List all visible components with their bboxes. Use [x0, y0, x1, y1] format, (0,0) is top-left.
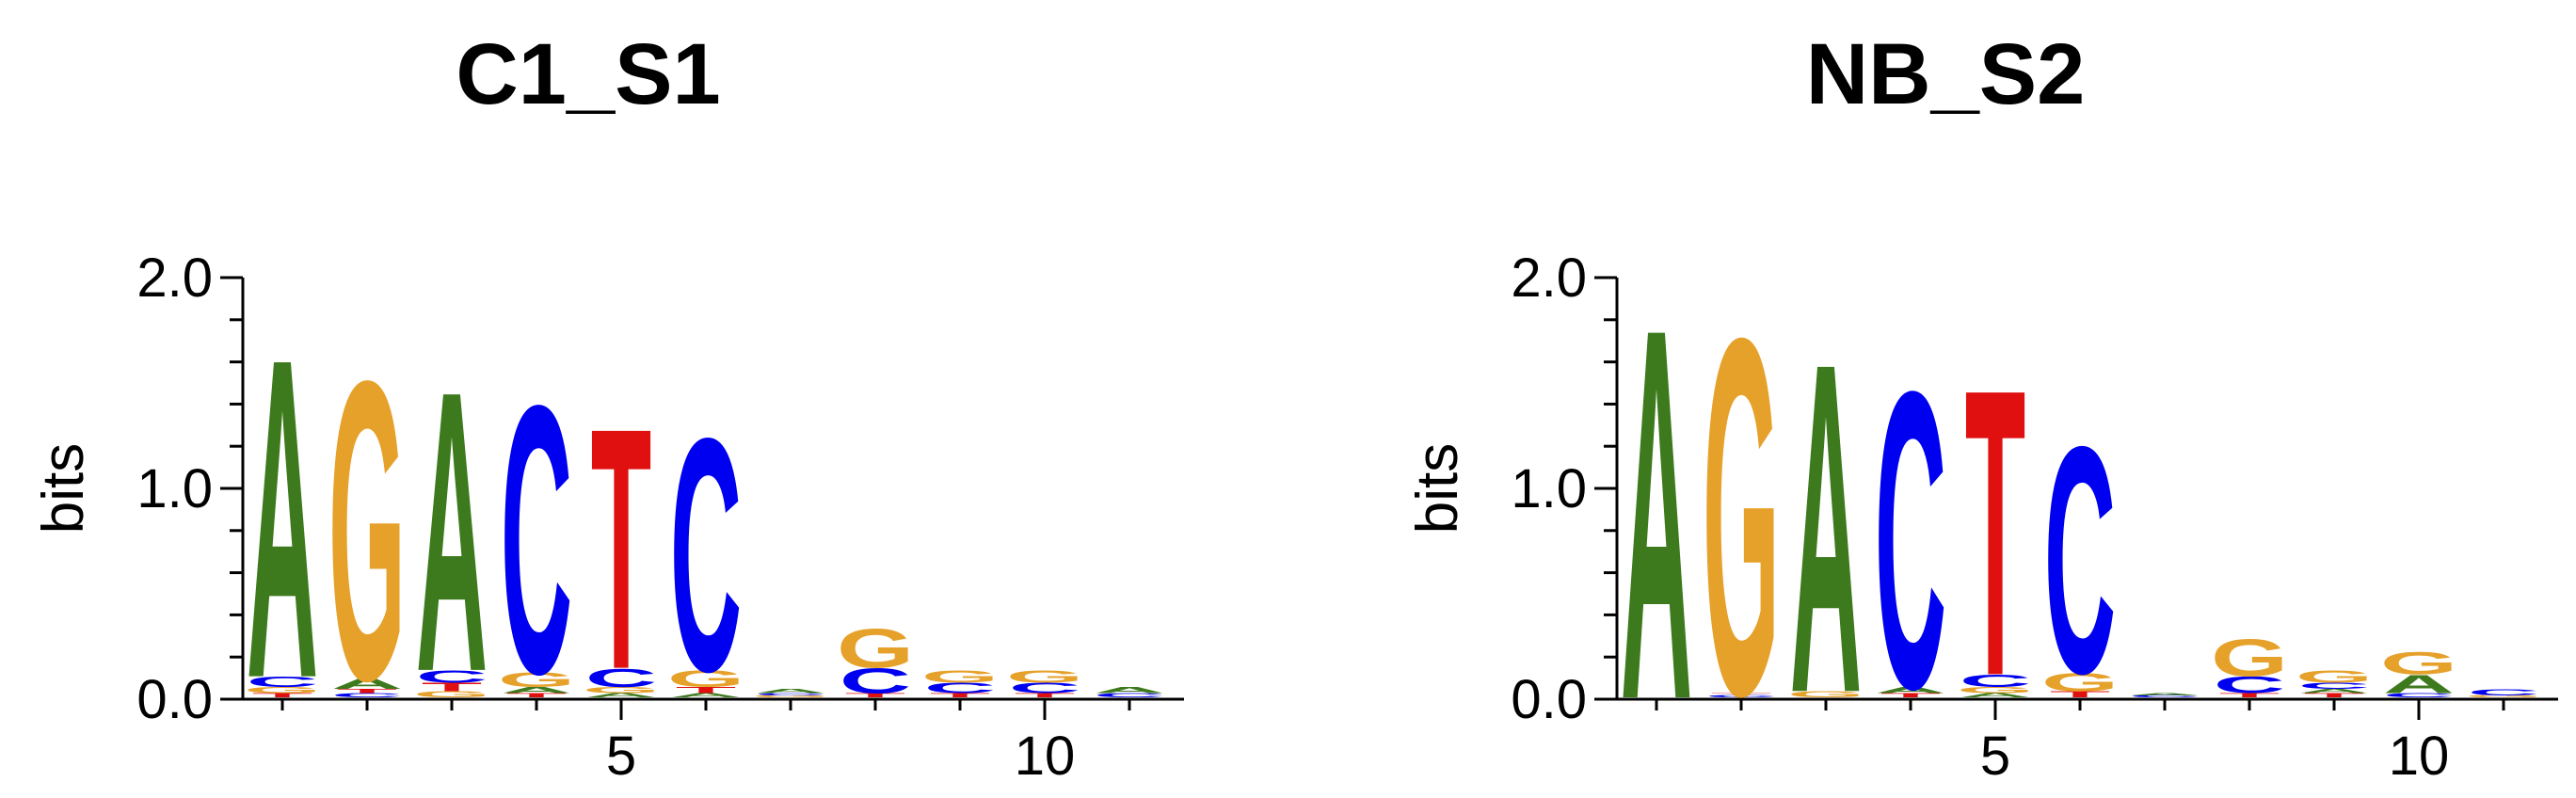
logo-letter-C: C: [1960, 671, 2031, 691]
logo-letter-T: T: [2219, 692, 2280, 698]
logo-letter-C: C: [2044, 379, 2116, 741]
logo-letter-C: C: [1094, 692, 1165, 698]
logo-letter-G: G: [2041, 667, 2119, 696]
logo-letter-T: T: [506, 692, 567, 698]
logo-letter-T: T: [2304, 692, 2364, 698]
logo-letter-C: C: [2298, 681, 2370, 692]
logo-letter-C: C: [670, 370, 742, 741]
logo-letter-T: T: [337, 688, 397, 694]
logo-letter-G: G: [2380, 645, 2457, 681]
y-tick-label: 1.0: [136, 458, 213, 519]
logo-letter-G: G: [752, 694, 829, 698]
logo-letter-C: C: [1875, 305, 1946, 778]
logo-letter-C: C: [755, 693, 826, 696]
x-tick-label: 10: [2389, 726, 2450, 787]
logo-letter-C: C: [2214, 672, 2285, 698]
logo-letter-A: A: [670, 692, 742, 698]
logo-letter-A: A: [2129, 693, 2200, 696]
logo-letter-C: C: [2383, 692, 2455, 698]
logo-letter-G: G: [583, 685, 660, 695]
logo-letter-T: T: [930, 692, 990, 698]
x-tick-label: 10: [1015, 726, 1076, 787]
logo-letter-T: T: [252, 692, 312, 698]
logo-letter-A: A: [585, 692, 657, 698]
logo-letter-G: G: [921, 666, 999, 686]
logo-letter-G: G: [667, 666, 744, 693]
logo-letter-G: G: [2211, 628, 2288, 687]
logo-letter-C: C: [247, 674, 318, 690]
logo-letter-G: G: [1787, 689, 1864, 699]
panel-title: NB_S2: [1806, 26, 2086, 122]
logo-letter-T: T: [1965, 306, 2025, 762]
y-tick-label: 0.0: [1511, 669, 1587, 730]
logo-letter-G: G: [328, 292, 406, 769]
logo-letter-T: T: [676, 685, 736, 695]
logo-letter-C: C: [501, 326, 572, 753]
logo-letter-A: A: [1621, 217, 1692, 798]
logo-letter-G: G: [244, 685, 321, 695]
logo-letter-G: G: [2465, 694, 2542, 698]
logo-letter-A: A: [1094, 685, 1165, 695]
logo-letter-A: A: [755, 688, 826, 694]
logo-letter-G: G: [2296, 666, 2373, 686]
logo-letter-G: G: [498, 668, 575, 691]
logo-letter-C: C: [331, 692, 403, 698]
logo-letter-T: T: [845, 692, 905, 698]
logo-letter-G: G: [1006, 666, 1083, 686]
logo-letter-A: A: [331, 676, 403, 692]
logo-letter-T: T: [1015, 692, 1075, 698]
y-axis-label: bits: [31, 443, 96, 534]
y-tick-label: 2.0: [1511, 247, 1587, 309]
y-tick-label: 0.0: [136, 669, 213, 730]
logo-letter-G: G: [1957, 685, 2034, 695]
x-tick-label: 5: [1980, 726, 2010, 787]
logo-letter-T: T: [591, 357, 651, 742]
logo-letter-T: T: [1880, 692, 1941, 698]
logo-letter-A: A: [416, 307, 488, 755]
logo-letter-A: A: [1790, 265, 1862, 791]
logo-letter-A: A: [247, 264, 318, 774]
panel-title: C1_S1: [456, 26, 720, 122]
logo-letter-C: C: [2129, 694, 2200, 698]
logo-letter-A: A: [1875, 685, 1946, 695]
y-axis-label: bits: [1405, 443, 1470, 534]
logo-letter-G: G: [413, 689, 490, 699]
y-tick-label: 2.0: [136, 247, 213, 309]
logo-letter-T: T: [422, 680, 483, 694]
logo-letter-T: T: [2050, 689, 2110, 699]
logo-letter-A: A: [1960, 692, 2031, 698]
logo-letter-A: A: [2383, 669, 2455, 698]
logo-letter-C: C: [1705, 694, 1777, 698]
y-tick-label: 1.0: [1511, 458, 1587, 519]
logo-letter-G: G: [1703, 232, 1780, 798]
logo-letter-A: A: [501, 685, 572, 695]
logo-letter-C: C: [2468, 687, 2539, 697]
logo-letter-A: A: [2298, 688, 2370, 694]
logo-letter-C: C: [416, 666, 488, 686]
logo-letter-C: C: [585, 663, 657, 693]
logo-letter-C: C: [1009, 679, 1080, 695]
logo-letter-C: C: [924, 679, 996, 695]
x-tick-label: 5: [606, 726, 636, 787]
logo-letter-G: G: [837, 617, 914, 680]
logo-letter-C: C: [840, 661, 911, 700]
logo-letter-T: T: [1711, 693, 1771, 696]
